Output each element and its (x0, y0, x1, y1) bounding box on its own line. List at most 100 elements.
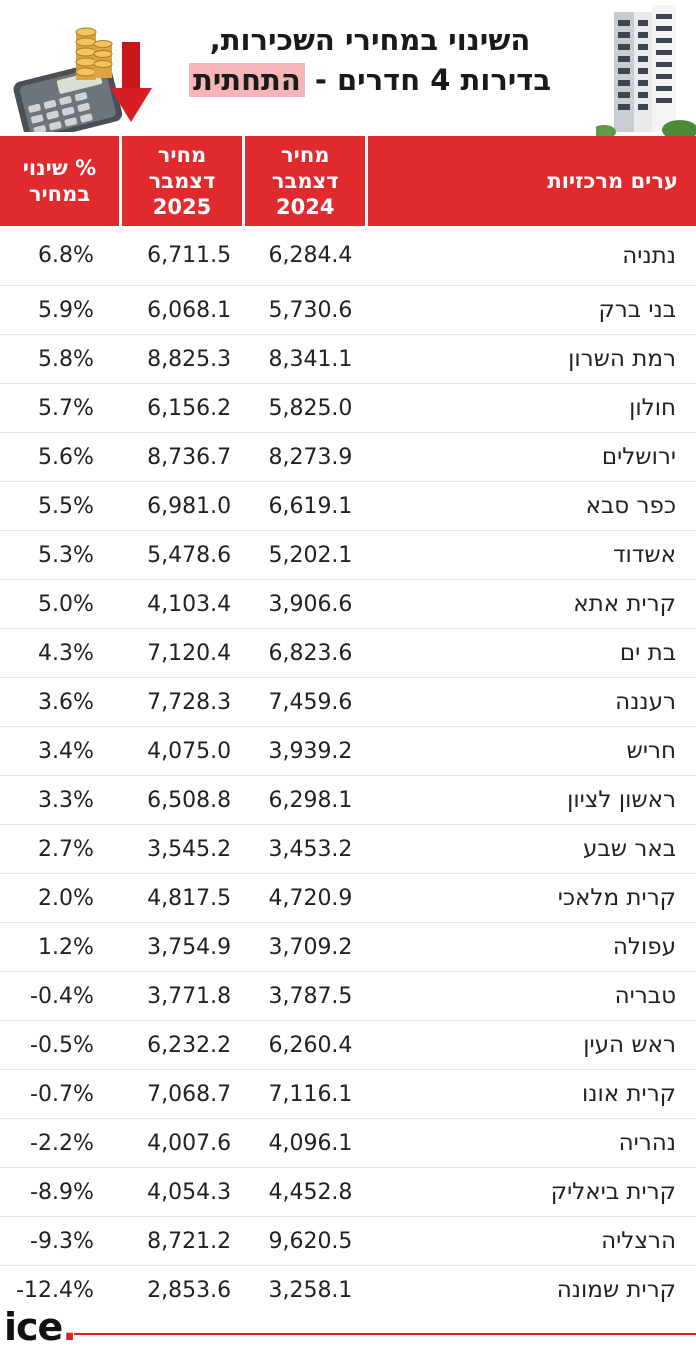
table-row: עפולה 3,709.2 3,754.9 1.2% (0, 922, 696, 971)
pct-change-cell: 5.8% (0, 334, 122, 383)
table-row: רעננה 7,459.6 7,728.3 3.6% (0, 677, 696, 726)
price-2024-cell: 3,709.2 (245, 922, 369, 971)
price-2025-cell: 4,103.4 (121, 579, 246, 628)
city-cell: נתניה (622, 242, 676, 269)
price-2025-cell: 4,054.3 (121, 1167, 246, 1216)
table-row: בת ים 6,823.6 7,120.4 4.3% (0, 628, 696, 677)
price-2024-cell: 3,453.2 (245, 824, 369, 873)
price-2024-cell: 6,260.4 (245, 1020, 369, 1069)
price-2025-cell: 6,981.0 (121, 481, 246, 530)
city-cell: רמת השרון (368, 334, 696, 383)
table-row: קרית אונו 7,116.1 7,068.7 -0.7% (0, 1069, 696, 1118)
pct-change-cell: 5.9% (0, 285, 122, 334)
price-2024-cell: 4,096.1 (245, 1118, 369, 1167)
city-cell: קרית אתא (368, 579, 696, 628)
title-line-2-prefix: בדירות 4 חדרים - (304, 63, 552, 97)
price-2025-cell: 6,508.8 (121, 775, 246, 824)
price-2024-cell: 5,825.0 (245, 383, 369, 432)
price-2025-cell: 6,711.5 (147, 243, 232, 268)
city-cell: הרצליה (368, 1216, 696, 1265)
table-body: נתניה 6,284.4 6,711.5 6.8% בני ברק 5,730.6 6,0… (0, 226, 696, 1314)
table-row: קרית מלאכי 4,720.9 4,817.5 2.0% (0, 873, 696, 922)
price-2024-cell: 8,341.1 (245, 334, 369, 383)
city-cell: בני ברק (368, 285, 696, 334)
price-2025-cell: 7,120.4 (121, 628, 246, 677)
calculator-coins-down-arrow-illustration (13, 27, 152, 132)
price-2024-cell: 5,202.1 (245, 530, 369, 579)
price-2024-cell: 6,298.1 (245, 775, 369, 824)
price-2025-cell: 4,075.0 (121, 726, 246, 775)
table-row: קרית אתא 3,906.6 4,103.4 5.0% (0, 579, 696, 628)
pct-change-cell: 5.6% (0, 432, 122, 481)
building-illustration (596, 0, 696, 136)
table-row: ראש העין 6,260.4 6,232.2 -0.5% (0, 1020, 696, 1069)
table-row: טבריה 3,787.5 3,771.8 -0.4% (0, 971, 696, 1020)
header: השינוי במחירי השכירות, בדירות 4 חדרים - … (0, 0, 696, 136)
table-row: קרית שמונה 3,258.1 2,853.6 -12.4% (0, 1265, 696, 1314)
title-highlight: התחתית (188, 63, 305, 97)
price-2025-cell: 6,156.2 (121, 383, 246, 432)
price-2024-cell: 7,116.1 (245, 1069, 369, 1118)
price-2025-cell: 6,232.2 (121, 1020, 246, 1069)
city-cell: ראשון לציון (368, 775, 696, 824)
city-cell: חריש (368, 726, 696, 775)
table-row: חריש 3,939.2 4,075.0 3.4% (0, 726, 696, 775)
table-row: נתניה 6,284.4 6,711.5 6.8% (0, 226, 696, 285)
price-2025-cell: 8,736.7 (121, 432, 246, 481)
city-cell: ירושלים (368, 432, 696, 481)
price-2025-cell: 7,068.7 (121, 1069, 246, 1118)
city-cell: קרית שמונה (368, 1265, 696, 1314)
pct-change-cell: -0.4% (0, 971, 122, 1020)
pct-change-cell: 5.0% (0, 579, 122, 628)
price-2024-cell: 5,730.6 (245, 285, 369, 334)
pct-change-cell: 2.0% (0, 873, 122, 922)
city-cell: עפולה (368, 922, 696, 971)
city-cell: רעננה (368, 677, 696, 726)
city-cell: קרית אונו (368, 1069, 696, 1118)
header-price-2024: מחיר דצמבר 2024 (245, 136, 369, 226)
price-2025-cell: 6,068.1 (121, 285, 246, 334)
city-cell: טבריה (368, 971, 696, 1020)
header-price-2025: מחיר דצמבר 2025 (121, 136, 246, 226)
pct-change-cell: 3.4% (0, 726, 122, 775)
price-2025-cell: 3,771.8 (121, 971, 246, 1020)
table-row: ירושלים 8,273.9 8,736.7 5.6% (0, 432, 696, 481)
header-city: ערים מרכזיות (368, 136, 696, 226)
logo-text: ice (4, 1305, 63, 1349)
pct-change-cell: 5.5% (0, 481, 122, 530)
city-cell: בת ים (368, 628, 696, 677)
pct-change-cell: -9.3% (0, 1216, 122, 1265)
pct-change-cell: 5.3% (0, 530, 122, 579)
table-row: בני ברק 5,730.6 6,068.1 5.9% (0, 285, 696, 334)
price-2024-cell: 4,452.8 (245, 1167, 369, 1216)
price-2024-cell: 3,258.1 (245, 1265, 369, 1314)
table-row: אשדוד 5,202.1 5,478.6 5.3% (0, 530, 696, 579)
price-2025-cell: 3,545.2 (121, 824, 246, 873)
price-2025-cell: 3,754.9 (121, 922, 246, 971)
pct-change-cell: -0.5% (0, 1020, 122, 1069)
price-2025-cell: 4,007.6 (121, 1118, 246, 1167)
price-2024-cell: 9,620.5 (245, 1216, 369, 1265)
table-row: ראשון לציון 6,298.1 6,508.8 3.3% (0, 775, 696, 824)
table-row: רמת השרון 8,341.1 8,825.3 5.8% (0, 334, 696, 383)
title-line-2: בדירות 4 חדרים - התחתית (150, 60, 590, 100)
pct-change-cell: -12.4% (0, 1265, 122, 1314)
city-cell: קרית מלאכי (368, 873, 696, 922)
price-2025-cell: 4,817.5 (121, 873, 246, 922)
pct-change-cell: 3.6% (0, 677, 122, 726)
ice-logo: ice. (4, 1305, 77, 1349)
city-cell: נהריה (368, 1118, 696, 1167)
logo-dot: . (62, 1305, 76, 1349)
header-pct-change: % שינוי במחיר (0, 136, 122, 226)
table-header-row: ערים מרכזיות מחיר דצמבר 2024 מחיר דצמבר … (0, 136, 696, 226)
price-2024-cell: 3,906.6 (245, 579, 369, 628)
footer-divider (74, 1333, 696, 1335)
pct-change-cell: 2.7% (0, 824, 122, 873)
price-2024-cell: 8,273.9 (245, 432, 369, 481)
price-2024-cell: 4,720.9 (245, 873, 369, 922)
pct-change-cell: -2.2% (0, 1118, 122, 1167)
price-2025-cell: 2,853.6 (121, 1265, 246, 1314)
price-2025-cell: 5,478.6 (121, 530, 246, 579)
table-row: כפר סבא 6,619.1 6,981.0 5.5% (0, 481, 696, 530)
table-row: חולון 5,825.0 6,156.2 5.7% (0, 383, 696, 432)
